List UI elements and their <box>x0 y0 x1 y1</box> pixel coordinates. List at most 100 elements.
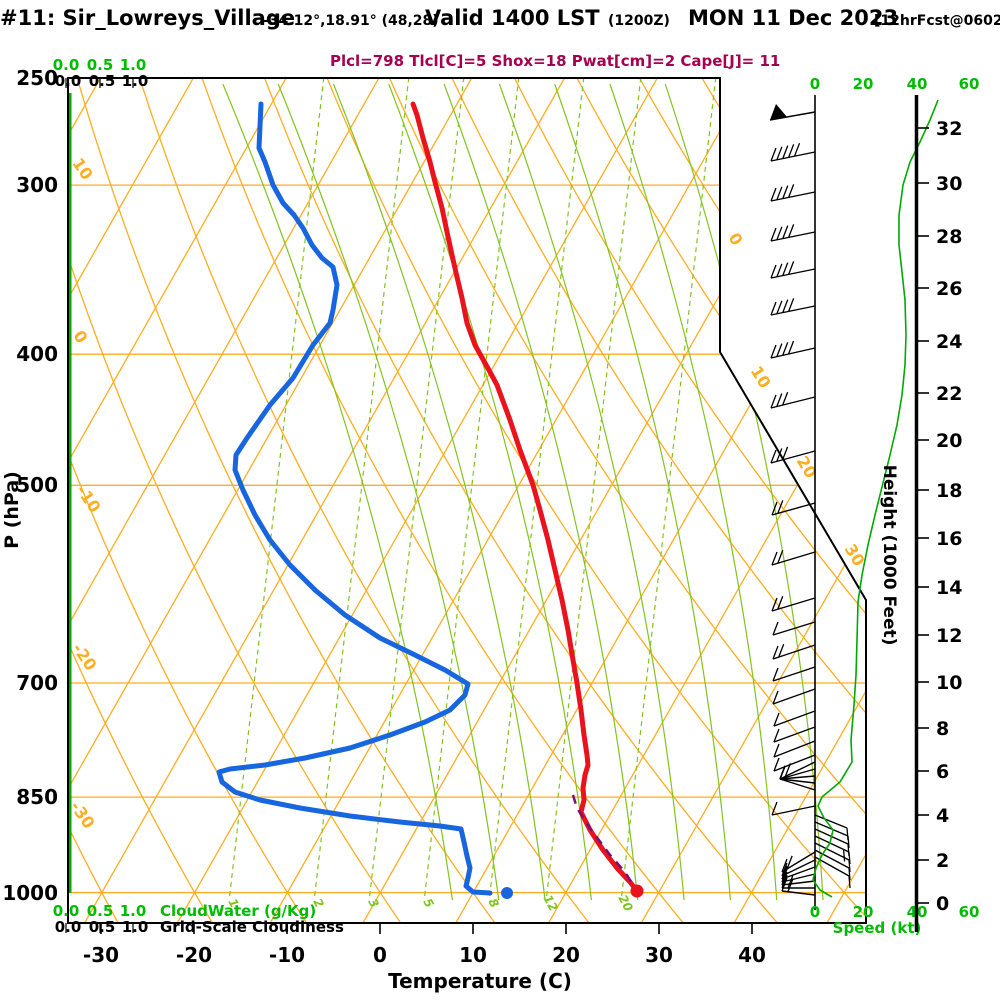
wind-barb-feather <box>771 501 778 516</box>
moist-adiabat-line <box>498 83 685 901</box>
dry-adiabat-label: -10 <box>72 482 104 517</box>
isotherm-label: 0 <box>725 229 747 249</box>
temperature-axis: -30 -20 -10 0 10 20 30 40 Temperature (C) <box>68 922 866 993</box>
wind-barb-feather <box>776 186 783 201</box>
mixing-ratio-line <box>369 78 465 897</box>
isotherm-line <box>68 78 196 923</box>
speed-scale-top-label: 0 <box>810 75 820 93</box>
wind-barb-shaft <box>779 768 816 780</box>
speed-scale-top-label: 40 <box>907 75 928 93</box>
wind-barb-feather <box>771 551 778 566</box>
wind-barb-feather <box>773 743 780 758</box>
wind-barb-feather <box>782 342 789 356</box>
pressure-tick-label: 1000 <box>2 881 58 905</box>
wind-barb-feather <box>770 449 777 464</box>
cloudwater-axis-title: CloudWater (g/Kg) <box>160 902 316 920</box>
height-tick-label: 12 <box>936 625 962 647</box>
pressure-tick-label: 300 <box>16 173 58 197</box>
height-tick-label: 32 <box>936 118 962 140</box>
wind-barb-feather <box>848 875 851 889</box>
wind-barb-feather <box>781 865 788 880</box>
wind-barb-shaft <box>770 347 816 359</box>
dry-adiabat-line <box>137 78 593 923</box>
isotherm-line <box>639 78 866 923</box>
wind-barb-shaft <box>781 859 816 877</box>
wind-barb-feather <box>781 446 789 461</box>
wind-barb-feather <box>772 621 779 636</box>
dry-adiabat-line <box>449 78 866 923</box>
wind-barb-feather <box>772 645 779 660</box>
height-tick-label: 26 <box>936 278 962 300</box>
wind-barb-feather <box>782 145 789 159</box>
wind-barb-feather <box>793 142 801 157</box>
dry-adiabat-label: 10 <box>68 154 96 183</box>
wind-barb-feather <box>847 835 850 849</box>
mixing-ratio-label: 3 <box>365 896 381 910</box>
wind-barb-shaft <box>771 597 816 612</box>
wind-barb-feather <box>788 224 795 238</box>
cloudiness-scale-top-label: 0.0 <box>55 72 82 90</box>
wind-barb-feather <box>788 298 795 312</box>
sounding-indices: Plcl=798 Tlcl[C]=5 Shox=18 Pwat[cm]=2 Ca… <box>330 52 781 70</box>
wind-barb-feather <box>848 859 851 873</box>
mixing-ratio-label: 5 <box>420 896 436 910</box>
valid-time-utc: (1200Z) <box>608 13 670 29</box>
height-tick-label: 24 <box>936 331 962 353</box>
wind-barb-feather <box>776 343 783 357</box>
wind-barb-feather <box>777 550 784 564</box>
wind-barb-feather <box>770 187 777 202</box>
wind-barb-feather <box>787 878 794 892</box>
pressure-axis-title: P (hPa) <box>1 471 23 549</box>
mixing-ratio-label: 20 <box>615 892 635 913</box>
dry-adiabat-line <box>324 78 866 923</box>
wind-barb-feather <box>777 596 784 610</box>
height-tick-label: 18 <box>936 480 962 502</box>
wind-barb-shaft <box>773 754 816 772</box>
moist-adiabat-line <box>443 83 639 901</box>
wind-barb-shaft <box>779 778 816 784</box>
wind-barb-feather <box>773 712 780 727</box>
wind-barb-feather <box>781 868 788 883</box>
speed-scale: 00202040406060Speed (kt) <box>810 75 980 937</box>
height-tick-label: 30 <box>936 173 962 195</box>
dry-adiabat-lines <box>68 78 866 923</box>
dry-adiabat-line <box>386 78 866 923</box>
wind-barb-pennant <box>770 104 787 120</box>
cloudiness-scale-bottom-label: 0.0 <box>55 918 82 936</box>
wind-barb-shaft <box>773 740 816 758</box>
surface-dewpoint-dot <box>501 887 513 899</box>
wind-barb-feather <box>782 391 789 406</box>
wind-barb-shaft <box>770 396 816 409</box>
moist-adiabat-line <box>388 83 592 901</box>
cloudiness-scale-top-label: 0.5 <box>89 72 116 90</box>
plot-frame <box>67 77 867 924</box>
wind-barb-shaft <box>781 873 816 883</box>
wind-barb-shaft <box>772 644 816 660</box>
cloudiness-scale-bottom-label: 1.0 <box>122 918 149 936</box>
wind-barb-feather <box>848 851 851 865</box>
wind-barb-feather <box>770 147 777 162</box>
wind-barb-feather <box>776 146 783 161</box>
wind-barb-feather <box>781 858 788 873</box>
wind-barb-shaft <box>771 502 816 516</box>
wind-barb-shaft <box>771 551 816 566</box>
speed-scale-bottom-label: 60 <box>959 903 980 921</box>
cloudwater-scale-top-label: 1.0 <box>120 56 147 74</box>
temperature-tick-label: 10 <box>459 943 487 967</box>
wind-barb-feather <box>772 690 779 705</box>
speed-scale-bottom-label: 0 <box>810 903 820 921</box>
pressure-tick-label: 400 <box>16 342 58 366</box>
wind-barb-feather <box>788 144 795 158</box>
wind-barb-feather <box>776 226 783 241</box>
dry-adiabat-line <box>68 78 404 923</box>
pressure-tick-label: 700 <box>16 671 58 695</box>
dry-adiabat-label: 0 <box>70 327 92 347</box>
wind-barb-feather <box>786 855 793 870</box>
moist-adiabat-line <box>554 83 731 901</box>
wind-barb-shaft <box>770 151 816 162</box>
surface-temperature-dot <box>630 884 644 898</box>
cloudiness-scale-top-label: 1.0 <box>122 72 149 90</box>
isotherm-label: 10 <box>747 363 775 392</box>
speed-scale-bottom-label: 20 <box>853 903 874 921</box>
